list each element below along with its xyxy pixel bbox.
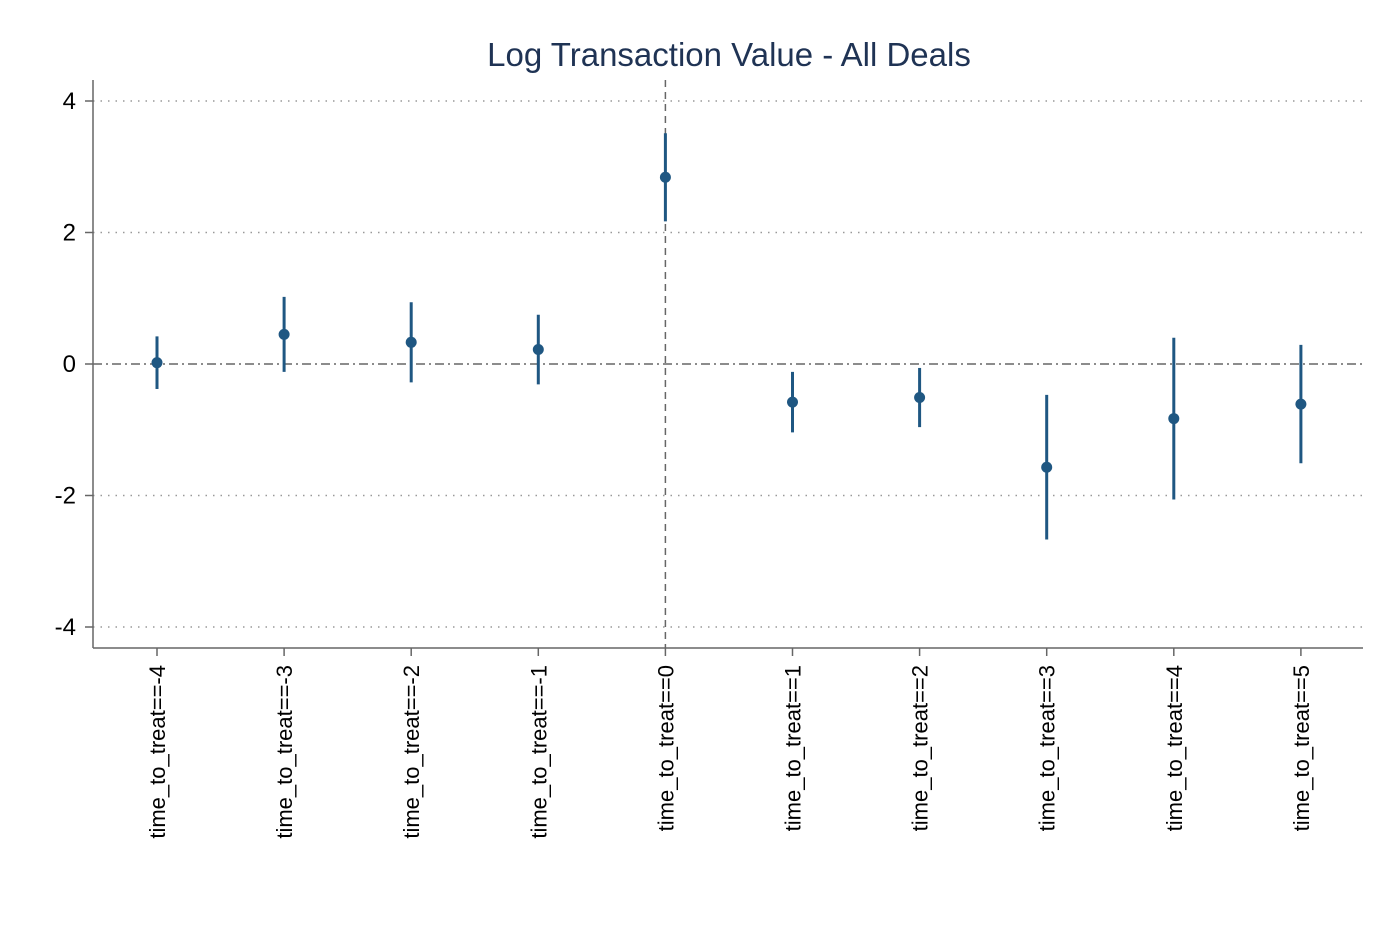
y-tick-label: -4 bbox=[55, 614, 76, 641]
x-tick-label: time_to_treat==1 bbox=[781, 665, 806, 831]
x-axis-ticks: time_to_treat==-4 time_to_treat==-3 time_t… bbox=[145, 648, 1314, 839]
x-tick-label: time_to_treat==3 bbox=[1035, 665, 1060, 831]
x-tick-label: time_to_treat==5 bbox=[1289, 665, 1314, 831]
point-estimate-4 bbox=[659, 171, 671, 183]
point-estimate-2 bbox=[405, 336, 417, 348]
point-estimate-0 bbox=[151, 357, 163, 369]
x-tick-label: time_to_treat==0 bbox=[653, 665, 678, 831]
x-tick-label: time_to_treat==-4 bbox=[145, 665, 170, 839]
coefficient-marks bbox=[151, 133, 1307, 540]
y-tick-label: 0 bbox=[63, 351, 76, 378]
y-tick-label: 4 bbox=[63, 88, 76, 115]
x-tick-label: time_to_treat==-2 bbox=[399, 665, 424, 839]
y-tick-label: -2 bbox=[55, 483, 76, 510]
point-estimate-5 bbox=[787, 396, 798, 408]
point-estimate-6 bbox=[914, 392, 926, 404]
x-tick-label: time_to_treat==4 bbox=[1162, 665, 1187, 831]
point-estimate-9 bbox=[1295, 398, 1307, 410]
y-tick-label: 2 bbox=[63, 220, 76, 247]
point-estimate-1 bbox=[278, 328, 290, 340]
x-tick-label: time_to_treat==2 bbox=[908, 665, 933, 831]
x-tick-label: time_to_treat==-1 bbox=[526, 665, 551, 839]
chart-title: Log Transaction Value - All Deals bbox=[487, 36, 971, 73]
point-estimate-8 bbox=[1168, 413, 1180, 425]
reference-lines bbox=[93, 80, 1363, 648]
x-tick-label: time_to_treat==-3 bbox=[272, 665, 297, 839]
point-estimate-3 bbox=[532, 344, 544, 356]
gridlines bbox=[93, 100, 1363, 628]
point-estimate-7 bbox=[1041, 461, 1053, 473]
y-axis-ticks: 4 2 0 -2 -4 bbox=[55, 88, 93, 641]
